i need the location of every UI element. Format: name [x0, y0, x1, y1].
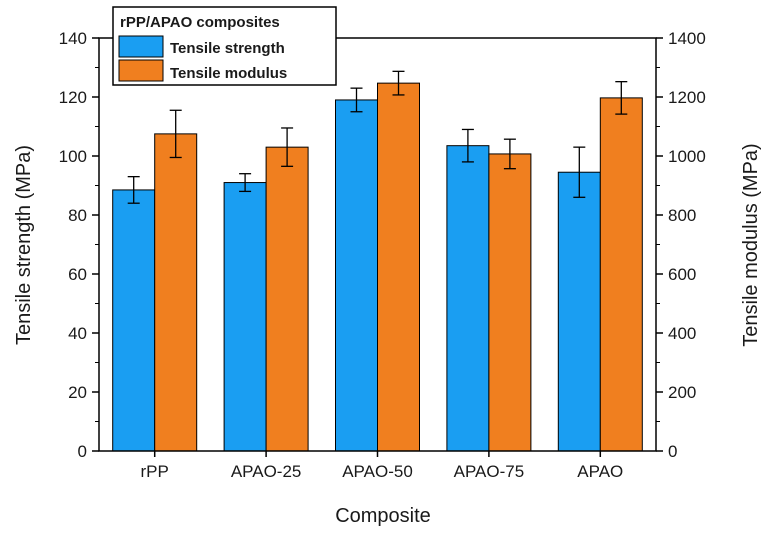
x-tick-label-apao-25: APAO-25 — [231, 462, 302, 481]
y-right-tick-label: 200 — [668, 383, 696, 402]
error-bar-tensile-modulus-apao-75 — [503, 138, 516, 170]
error-bar-tensile-strength-apao-25 — [239, 173, 252, 193]
y-right-tick-label: 0 — [668, 442, 677, 461]
legend-swatch-tensile-modulus — [118, 59, 164, 82]
y-left-axis-title: Tensile strength (MPa) — [13, 145, 35, 345]
bars-layer — [112, 82, 643, 452]
legend: rPP/APAO composites Tensile strength Ten… — [112, 6, 337, 86]
y-left-tick-label: 40 — [68, 324, 87, 343]
x-tick-label-apao-75: APAO-75 — [454, 462, 525, 481]
y-right-tick-label: 1200 — [668, 88, 706, 107]
legend-label-tensile-modulus: Tensile modulus — [170, 65, 287, 82]
x-tick-label-apao-50: APAO-50 — [342, 462, 413, 481]
bar-tensile-strength-apao-75 — [446, 145, 490, 452]
bar-tensile-modulus-rpp — [154, 133, 198, 452]
error-bar-tensile-modulus-apao — [615, 81, 628, 115]
legend-title: rPP/APAO composites — [120, 14, 280, 31]
bar-tensile-modulus-apao — [599, 97, 643, 452]
bar-tensile-strength-apao-50 — [335, 99, 378, 452]
y-left-tick-label: 0 — [78, 442, 87, 461]
y-right-tick-label: 1000 — [668, 147, 706, 166]
x-axis-title: Composite — [335, 505, 431, 527]
y-left-tick-label: 60 — [68, 265, 87, 284]
y-left-tick-label: 100 — [59, 147, 87, 166]
error-bar-tensile-strength-rpp — [127, 175, 140, 204]
bar-tensile-strength-rpp — [112, 189, 156, 452]
y-right-tick-label: 800 — [668, 206, 696, 225]
error-bar-tensile-strength-apao-75 — [461, 128, 474, 163]
y-right-tick-label: 1400 — [668, 29, 706, 48]
bar-tensile-modulus-apao-50 — [377, 82, 420, 452]
legend-label-tensile-strength: Tensile strength — [170, 40, 285, 57]
bar-tensile-modulus-apao-25 — [265, 146, 309, 452]
ticks-layer: 0204060801001201400200400600800100012001… — [59, 29, 706, 481]
error-bar-tensile-strength-apao-50 — [350, 87, 363, 113]
bar-tensile-strength-apao-25 — [223, 182, 267, 452]
y-right-tick-label: 600 — [668, 265, 696, 284]
bar-tensile-modulus-apao-75 — [488, 153, 532, 452]
y-left-tick-label: 80 — [68, 206, 87, 225]
y-right-axis-title: Tensile modulus (MPa) — [740, 143, 762, 346]
error-bar-tensile-modulus-rpp — [169, 109, 182, 159]
error-bar-tensile-strength-apao — [573, 146, 586, 198]
bar-tensile-strength-apao — [557, 171, 601, 452]
y-right-tick-label: 400 — [668, 324, 696, 343]
y-left-tick-label: 140 — [59, 29, 87, 48]
x-tick-label-apao: APAO — [577, 462, 623, 481]
error-bar-tensile-modulus-apao-50 — [392, 70, 405, 96]
error-bar-tensile-modulus-apao-25 — [281, 127, 294, 167]
x-tick-label-rpp: rPP — [141, 462, 169, 481]
y-left-tick-label: 120 — [59, 88, 87, 107]
legend-swatch-tensile-strength — [118, 35, 164, 58]
error-bars-layer — [127, 70, 628, 204]
y-left-tick-label: 20 — [68, 383, 87, 402]
